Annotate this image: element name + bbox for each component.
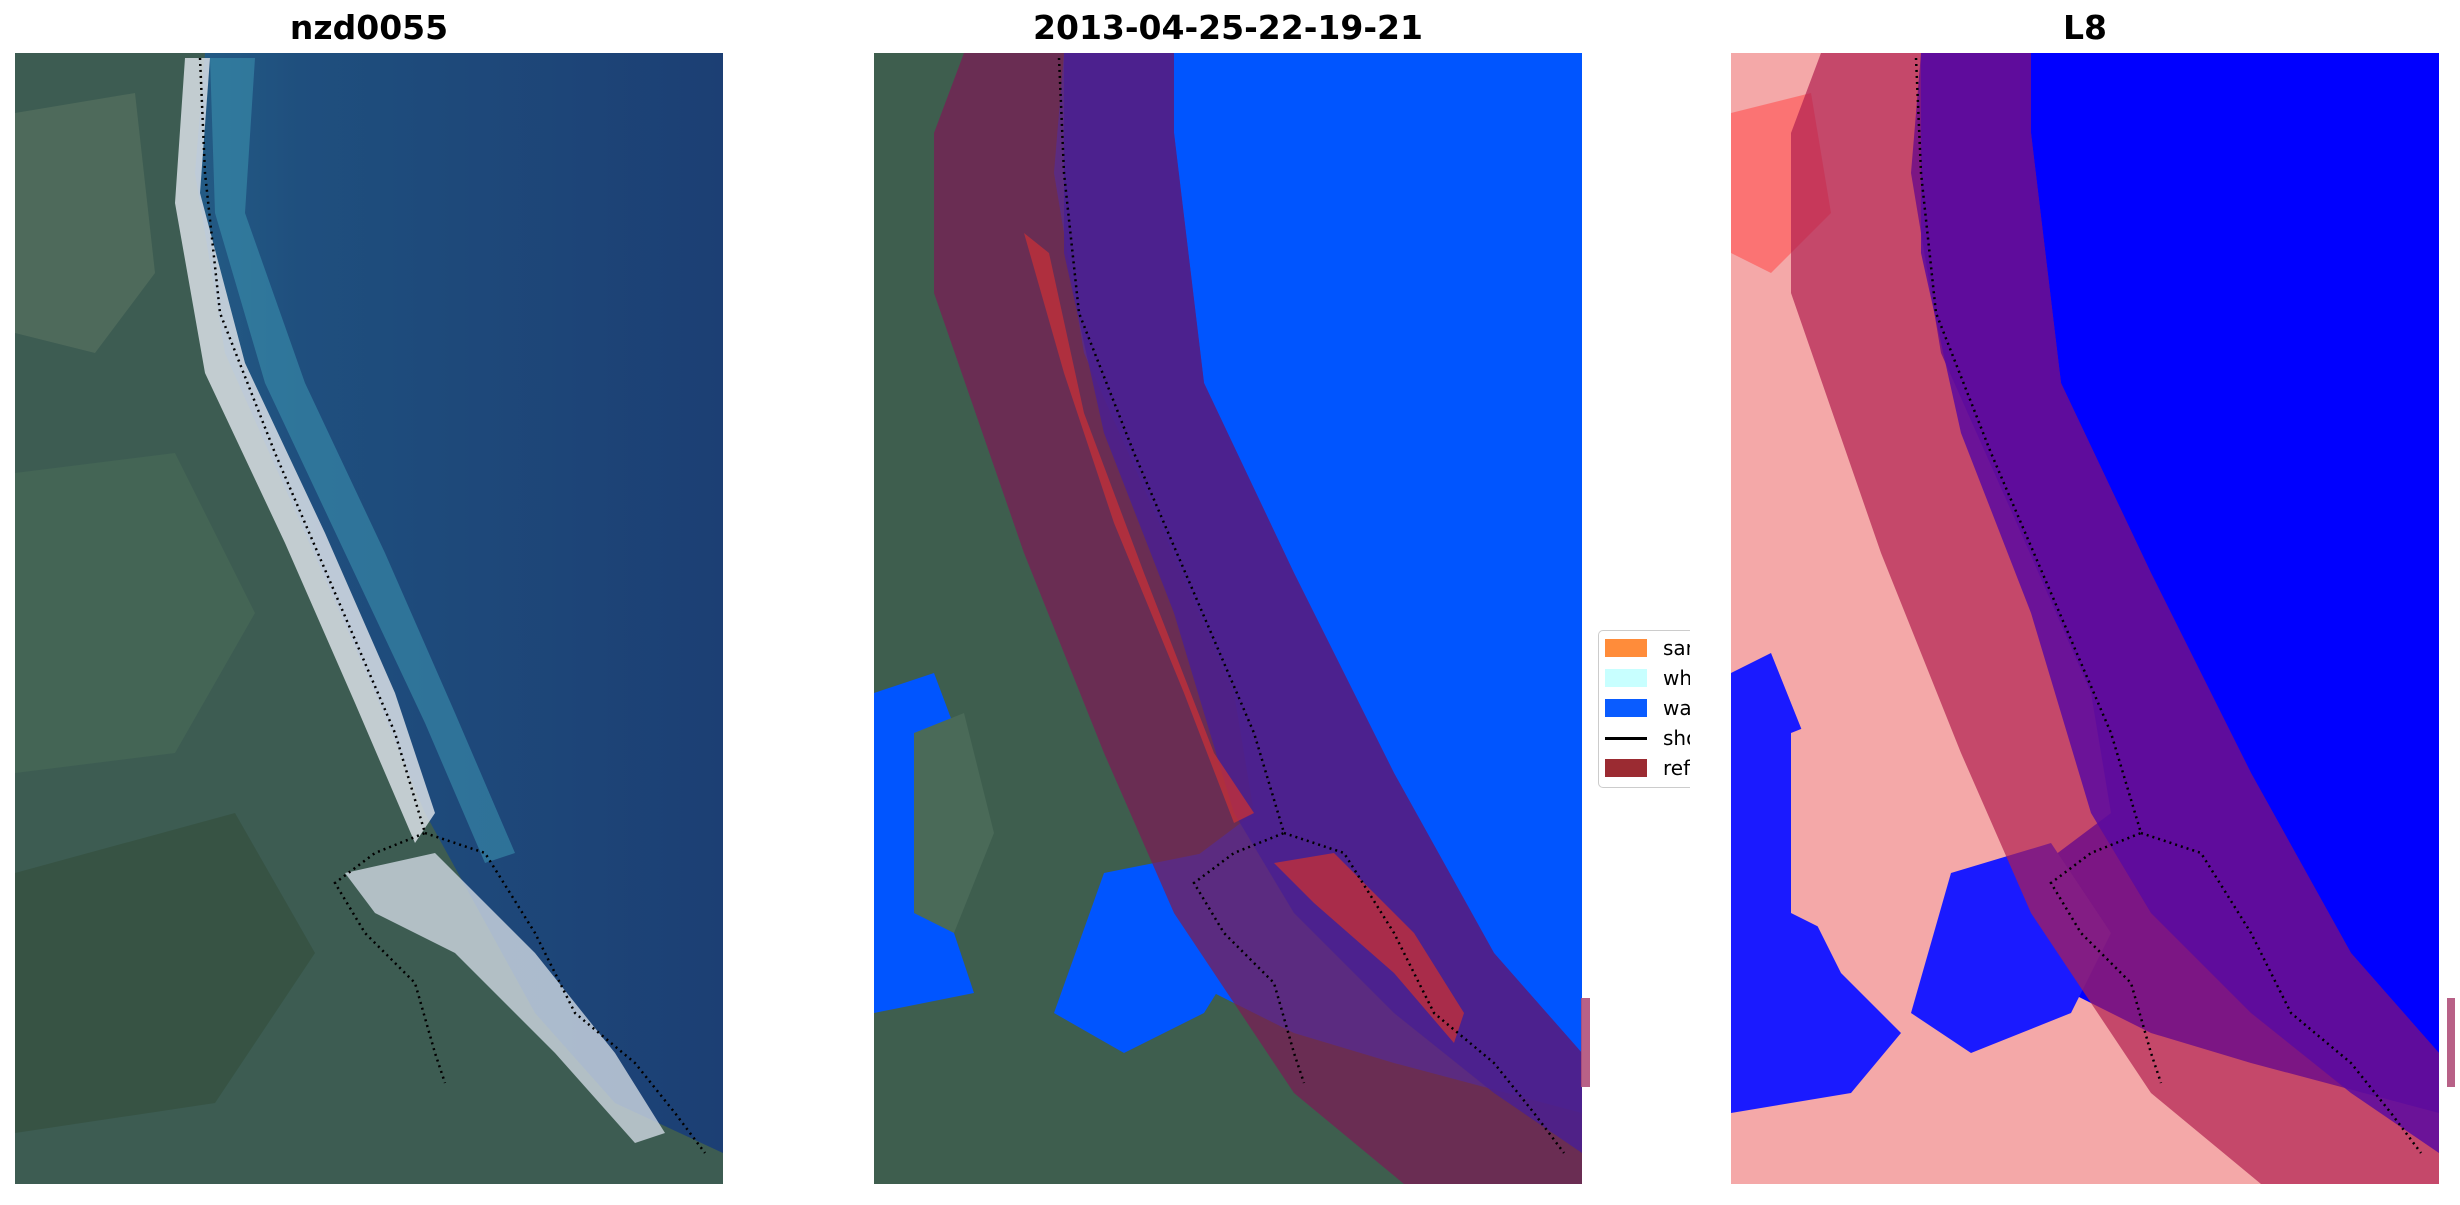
legend-swatch-sand (1605, 639, 1647, 657)
legend-item-water: water (1605, 696, 1690, 720)
panel-title-classified: 2013-04-25-22-19-21 (1033, 8, 1423, 47)
rgb-image-panel (15, 53, 723, 1184)
index-image-panel (1731, 53, 2439, 1184)
index-image (1731, 53, 2439, 1184)
legend-swatch-shoreline (1605, 736, 1647, 740)
classified-image-panel (874, 53, 1582, 1184)
legend-label-whitewater: whitewater (1663, 666, 1690, 690)
panel-title-index: L8 (2063, 8, 2107, 47)
legend-item-shoreline: shoreline (1605, 726, 1690, 750)
legend-item-whitewater: whitewater (1605, 666, 1690, 690)
legend: sand whitewater water shoreline referenc… (1598, 630, 1690, 788)
panel-title-rgb: nzd0055 (289, 8, 449, 47)
legend-label-water: water (1663, 696, 1690, 720)
legend-swatch-reference (1605, 759, 1647, 777)
legend-label-sand: sand (1663, 636, 1690, 660)
legend-label-shoreline: shoreline (1663, 726, 1690, 750)
legend-item-sand: sand (1605, 636, 1690, 660)
legend-label-reference: reference (1663, 756, 1690, 780)
overflow-stub-right (2447, 998, 2455, 1087)
legend-item-reference: reference (1605, 756, 1690, 780)
rgb-image (15, 53, 723, 1184)
classified-image (874, 53, 1582, 1184)
legend-swatch-water (1605, 699, 1647, 717)
overflow-stub-mid (1581, 998, 1590, 1087)
legend-swatch-whitewater (1605, 669, 1647, 687)
